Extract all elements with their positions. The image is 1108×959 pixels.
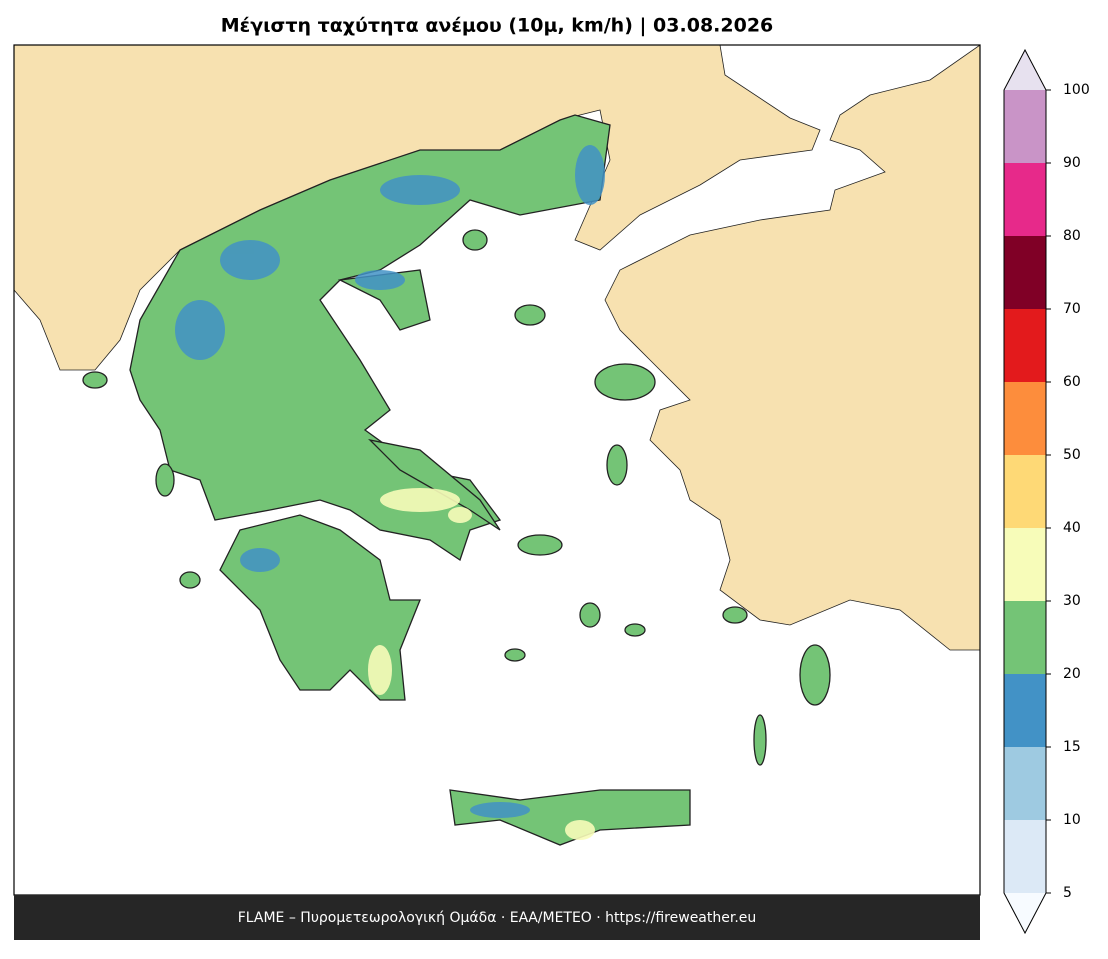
- colorbar-band: [1004, 674, 1046, 747]
- map: [13, 44, 981, 896]
- colorbar-band: [1004, 382, 1046, 455]
- colorbar-band: [1004, 601, 1046, 674]
- colorbar-tick-label: 40: [1063, 520, 1081, 536]
- colorbar-tick-label: 60: [1063, 374, 1081, 390]
- colorbar-tick-label: 15: [1063, 739, 1081, 755]
- colorbar: 5 10 15 20 30 40 50 60 70 80 90 100: [1003, 48, 1090, 935]
- colorbar-band: [1004, 90, 1046, 163]
- colorbar-tick-label: 70: [1063, 301, 1081, 317]
- colorbar-tick-label: 5: [1063, 885, 1072, 901]
- turkey-land: [604, 44, 981, 651]
- colorbar-band: [1004, 236, 1046, 309]
- neighbor-land: [13, 44, 821, 371]
- greece-land: [82, 114, 831, 846]
- colorbar-tick-label: 20: [1063, 666, 1081, 682]
- colorbar-over: [1004, 50, 1046, 90]
- footer: FLAME – Πυρομετεωρολογική Ομάδα · ΕΑΑ/ME…: [238, 910, 757, 926]
- colorbar-band: [1004, 820, 1046, 893]
- colorbar-tick-label: 10: [1063, 812, 1081, 828]
- colorbar-under: [1004, 893, 1046, 933]
- colorbar-band: [1004, 747, 1046, 820]
- colorbar-tick-label: 80: [1063, 228, 1081, 244]
- colorbar-band: [1004, 309, 1046, 382]
- colorbar-band: [1004, 163, 1046, 236]
- colorbar-band: [1004, 528, 1046, 601]
- colorbar-band: [1004, 455, 1046, 528]
- colorbar-tick-label: 100: [1063, 82, 1090, 98]
- colorbar-tick-label: 90: [1063, 155, 1081, 171]
- colorbar-tick-label: 30: [1063, 593, 1081, 609]
- wind-patches-high: [368, 488, 595, 840]
- colorbar-tick-label: 50: [1063, 447, 1081, 463]
- footer-band: [14, 895, 980, 940]
- title: Μέγιστη ταχύτητα ανέμου (10μ, km/h) | 03…: [221, 15, 774, 37]
- wind-patches: [175, 145, 605, 818]
